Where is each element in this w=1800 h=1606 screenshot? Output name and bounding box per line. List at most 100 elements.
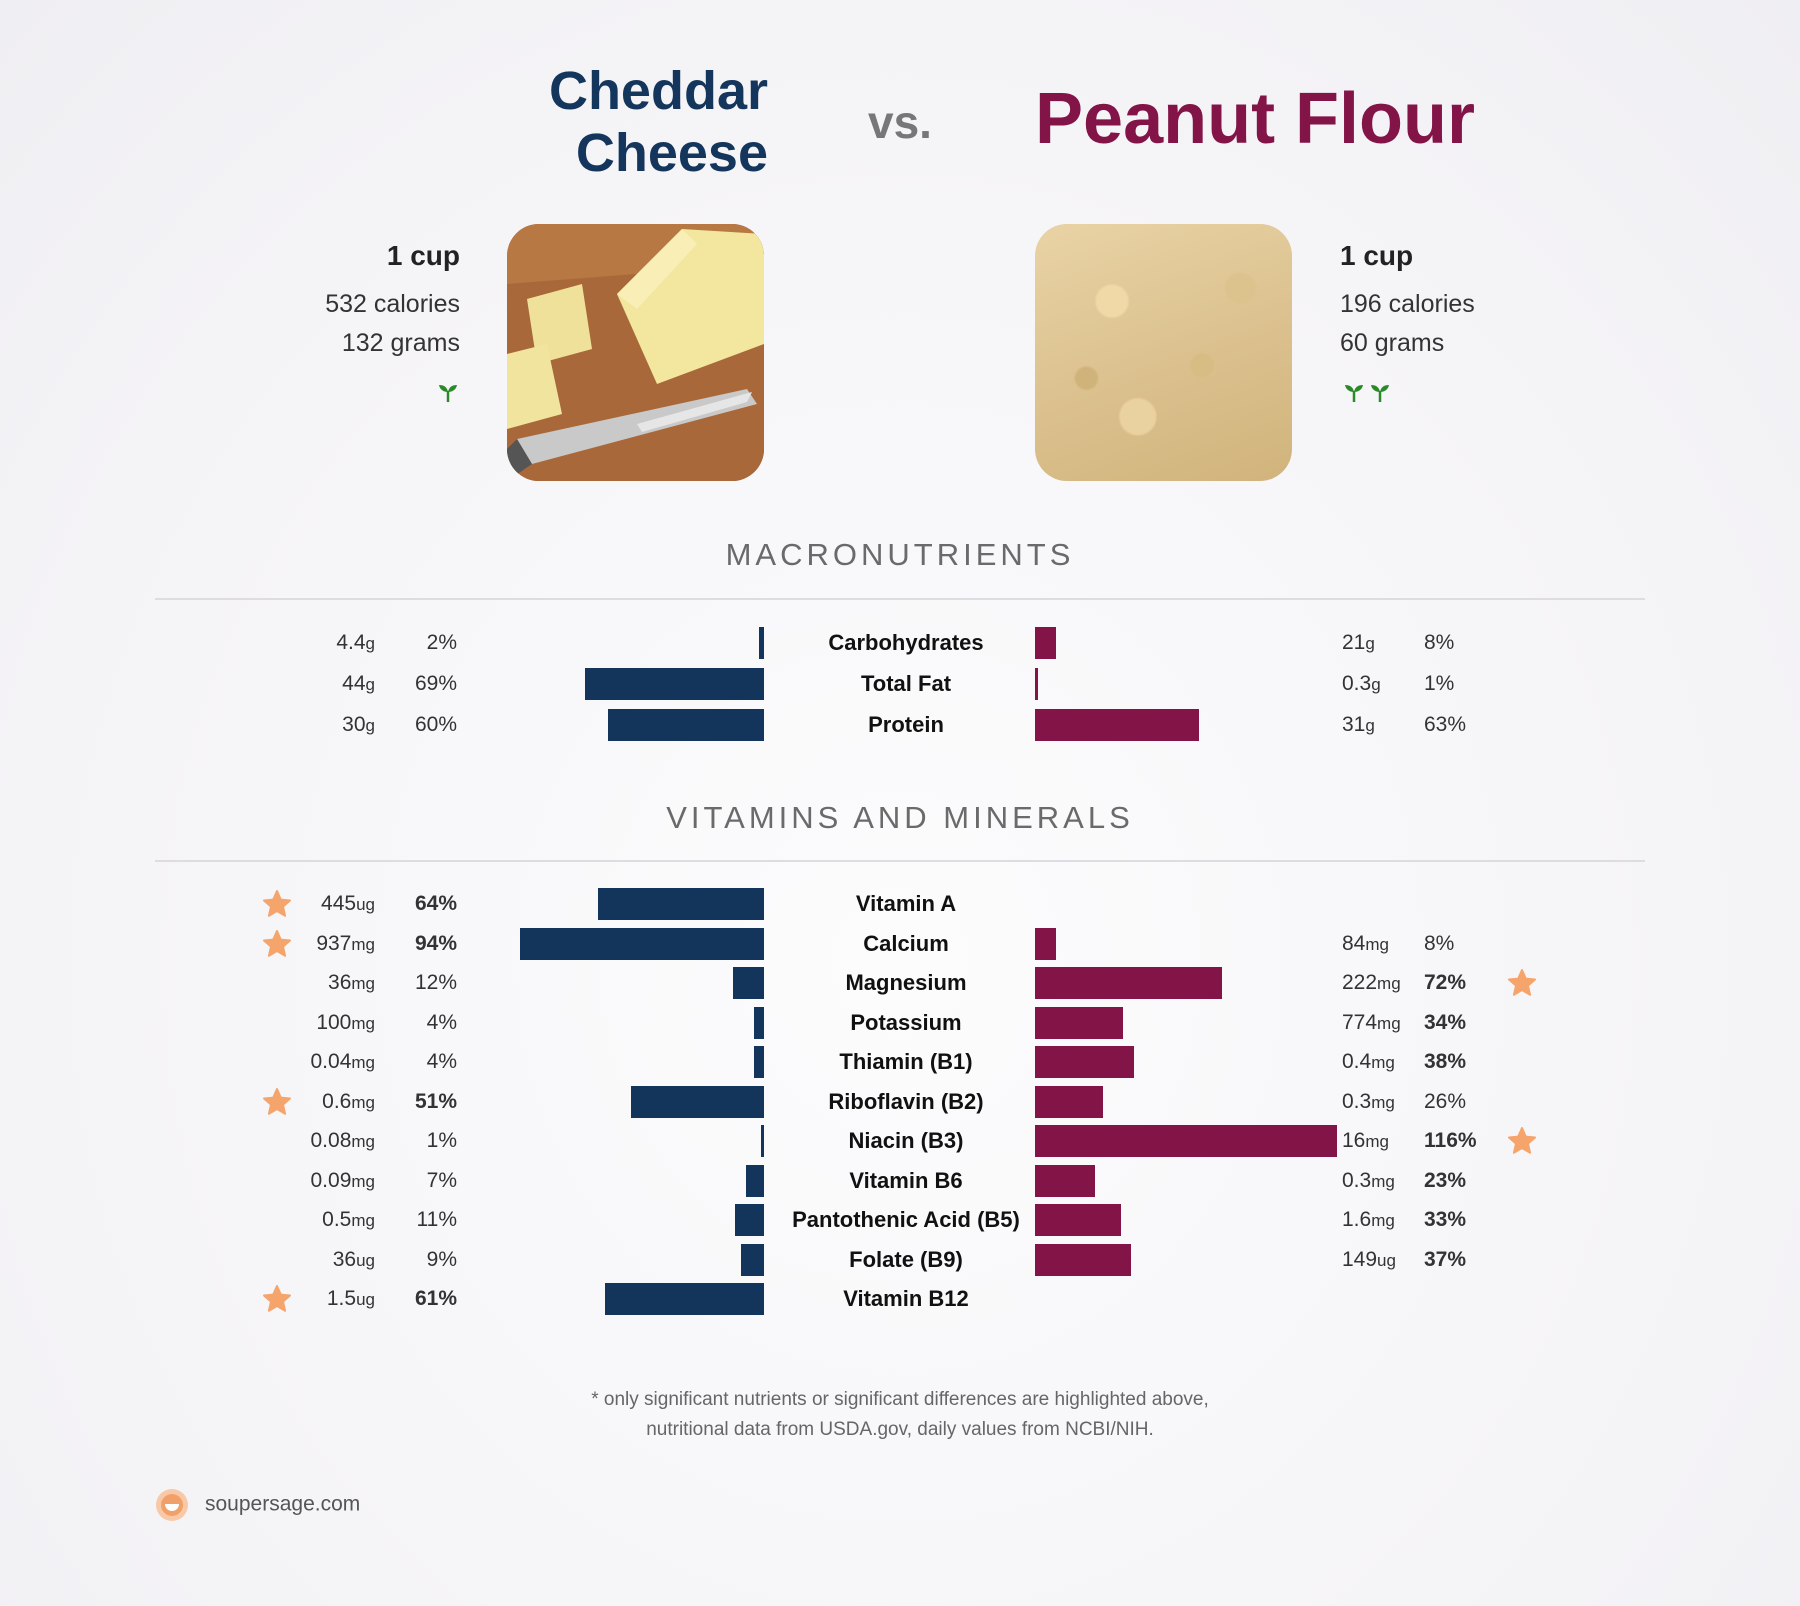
left-amount: 0.08mg [155, 1124, 376, 1158]
left-amount-value: 0.09 [310, 1168, 352, 1192]
right-amount-value: 1.6 [1342, 1208, 1372, 1231]
left-bar [584, 668, 764, 700]
left-amount-unit: mg [351, 934, 375, 954]
nutrient-row: Vitamin A 445ug 64% [0, 887, 1800, 921]
left-amount-value: 445 [321, 892, 357, 915]
left-amount: 0.6mg [155, 1085, 375, 1119]
left-bar [761, 1125, 764, 1157]
left-percent: 4% [426, 1050, 457, 1073]
left-amount: 445ug [155, 887, 375, 921]
right-bar [1035, 967, 1223, 999]
left-amount-value: 1.5 [326, 1287, 357, 1310]
nutrient-name: Magnesium [845, 970, 967, 995]
left-bar [735, 1204, 764, 1236]
left-amount: 937mg [155, 927, 375, 961]
sprout-icon [1368, 380, 1392, 404]
left-amount: 0.09mg [155, 1164, 376, 1198]
left-percent: 12% [414, 971, 457, 994]
nutrient-row: Riboflavin (B2) 0.6mg 51% 0.3mg 26% [0, 1085, 1800, 1119]
right-amount-unit: mg [1371, 1053, 1395, 1072]
right-amount-value: 0.3 [1342, 1089, 1372, 1113]
left-percent: 1% [426, 1129, 457, 1152]
right-food-title: Peanut Flour [1035, 79, 1476, 159]
vs-label: vs. [868, 96, 932, 148]
left-food-title: Cheddar Cheese [420, 60, 768, 184]
nutrient-name: Protein [868, 712, 944, 737]
right-amount-value: 0.3 [1342, 1168, 1372, 1192]
left-bar [740, 1243, 764, 1276]
right-serving: 1 cup [1340, 240, 1414, 271]
nutrient-name: Vitamin B6 [849, 1167, 963, 1193]
right-percent: 34% [1424, 1010, 1467, 1034]
right-percent: 38% [1424, 1050, 1467, 1073]
left-percent: 51% [414, 1089, 457, 1113]
right-percent: 63% [1424, 713, 1467, 736]
macro-divider [155, 598, 1645, 600]
left-amount-unit: ug [356, 1290, 375, 1309]
right-amount-value: 222 [1342, 971, 1378, 994]
footnote: * only significant nutrients or signific… [0, 1385, 1800, 1445]
right-bar [1035, 927, 1056, 960]
nutrient-row: Potassium 100mg 4% 774mg 34% [0, 1006, 1800, 1040]
right-amount: 1.6mg [1342, 1203, 1395, 1237]
left-serving: 1 cup [386, 240, 460, 271]
right-amount: 0.4mg [1342, 1045, 1395, 1079]
right-star-icon [1507, 1126, 1537, 1156]
left-amount-value: 4.4 [336, 631, 366, 654]
nutrient-name: Total Fat [860, 671, 952, 696]
right-bar [1035, 668, 1038, 700]
right-grams: 60 grams [1340, 329, 1445, 357]
left-amount-value: 36 [328, 971, 352, 994]
left-percent: 69% [414, 672, 457, 695]
left-amount-unit: g [365, 716, 375, 735]
left-star-icon [262, 929, 292, 959]
right-amount: 31g [1342, 708, 1375, 742]
left-title-line2: Cheese [575, 123, 768, 183]
left-amount-unit: ug [356, 1250, 375, 1270]
nutrient-name: Potassium [850, 1009, 962, 1035]
right-amount: 0.3mg [1342, 1085, 1395, 1119]
left-amount: 100mg [155, 1006, 375, 1040]
sprout-icon [1342, 380, 1366, 404]
left-amount-value: 100 [316, 1010, 352, 1034]
right-amount-value: 0.3 [1342, 672, 1372, 695]
left-percent: 4% [426, 1010, 457, 1034]
right-calories: 196 calories [1340, 290, 1475, 318]
left-amount: 0.5mg [155, 1203, 375, 1237]
left-amount-unit: mg [351, 1211, 375, 1230]
right-amount-value: 31 [1342, 713, 1366, 736]
nutrient-name: Pantothenic Acid (B5) [792, 1207, 1020, 1232]
macronutrients-heading: MACRONUTRIENTS [725, 537, 1075, 572]
right-amount-unit: mg [1371, 1171, 1395, 1191]
nutrient-name: Vitamin B12 [843, 1286, 969, 1311]
right-amount: 222mg [1342, 966, 1401, 1000]
left-amount: 36mg [155, 966, 375, 1000]
nutrient-name: Riboflavin (B2) [828, 1088, 984, 1114]
right-amount: 84mg [1342, 927, 1389, 961]
left-amount-value: 36 [332, 1247, 357, 1271]
brand-link[interactable]: soupersage.com [155, 1488, 360, 1522]
right-amount: 16mg [1342, 1124, 1389, 1158]
peanut-flour-photo [1035, 224, 1292, 481]
left-percent: 64% [414, 892, 457, 915]
left-percent: 9% [426, 1247, 457, 1271]
right-amount-unit: g [1371, 675, 1381, 694]
right-amount: 774mg [1342, 1006, 1401, 1040]
left-amount: 36ug [155, 1243, 375, 1277]
nutrient-row: Protein 30g 60% 31g 63% [0, 708, 1800, 742]
right-amount-unit: g [1365, 634, 1375, 653]
right-amount-unit: mg [1365, 1132, 1389, 1151]
left-percent: 94% [414, 931, 457, 955]
right-bar [1035, 1164, 1095, 1197]
right-amount-unit: ug [1377, 1250, 1396, 1270]
right-amount: 149ug [1342, 1243, 1396, 1277]
nutrient-name: Vitamin A [855, 891, 957, 916]
left-bar [605, 1283, 764, 1315]
right-amount-value: 84 [1342, 931, 1366, 955]
right-amount-unit: mg [1377, 1013, 1401, 1033]
right-amount-value: 774 [1342, 1010, 1378, 1034]
left-star-icon [262, 1284, 292, 1314]
right-bar [1035, 709, 1199, 741]
nutrient-row: Folate (B9) 36ug 9% 149ug 37% [0, 1243, 1800, 1277]
left-amount-unit: mg [351, 1013, 375, 1033]
